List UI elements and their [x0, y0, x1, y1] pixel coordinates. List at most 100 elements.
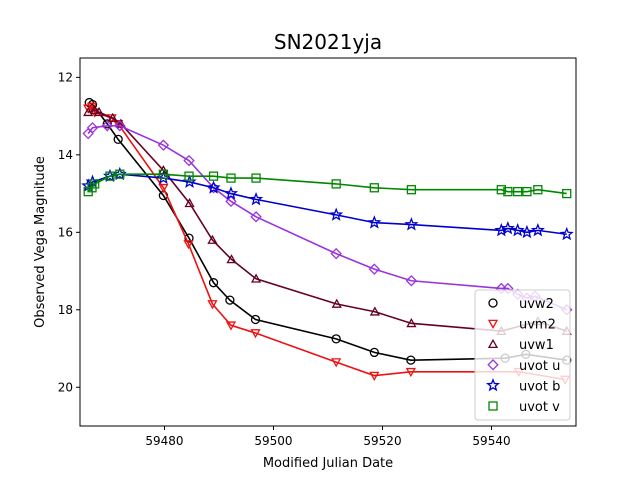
data-point-uvw2	[250, 314, 261, 325]
x-axis-label: Modified Julian Date	[263, 456, 393, 471]
data-point-uvw1	[207, 234, 218, 244]
data-point-uvot-v	[522, 186, 532, 197]
data-point-uvw1	[226, 254, 237, 264]
data-point-uvot-b	[530, 222, 545, 237]
data-point-uvot-u	[86, 122, 99, 134]
series-line-uvot-u	[87, 124, 568, 311]
legend-label-uvot-b: uvot b	[519, 379, 560, 394]
data-point-uvot-v	[503, 186, 513, 197]
data-point-uvm2	[250, 329, 261, 339]
data-point-uvw2	[331, 334, 341, 344]
data-point-uvot-v	[158, 169, 169, 179]
data-point-uvw2	[102, 119, 112, 129]
data-point-uvw2	[208, 278, 219, 288]
data-point-uvot-v	[184, 171, 194, 181]
data-point-uvot-v	[496, 185, 506, 195]
data-point-uvm2	[405, 367, 416, 378]
data-point-uvot-v	[369, 183, 379, 193]
data-point-uvw2	[113, 134, 123, 144]
data-point-uvot-v	[105, 171, 115, 181]
x-tick-label: 59480	[145, 434, 183, 448]
chart-title: SN2021yja	[274, 30, 382, 54]
data-point-uvw1	[250, 273, 262, 283]
legend-marker-uvot-u	[487, 359, 499, 371]
data-point-uvw1	[93, 106, 105, 117]
y-tick-label: 20	[58, 380, 73, 394]
series-uvw1	[83, 104, 572, 335]
x-axis: 59480 59500 59520 59540	[145, 426, 511, 448]
plot-frame	[79, 57, 577, 427]
legend-label-uvm2: uvm2	[519, 318, 556, 333]
legend-item-uvot-b: uvot b	[485, 377, 560, 394]
data-point-uvot-v	[331, 179, 341, 189]
x-tick-label: 59540	[472, 434, 510, 448]
data-point-uvot-u	[101, 120, 113, 132]
data-point-uvw1	[107, 112, 118, 122]
series-line-uvm2	[87, 105, 566, 381]
data-point-uvot-v	[90, 179, 100, 189]
legend-marker-uvot-v	[488, 401, 498, 411]
data-point-uvm2	[225, 321, 237, 331]
data-point-uvot-u	[405, 275, 418, 287]
legend-box	[474, 289, 571, 421]
legend-label-uvot-u: uvot u	[519, 359, 560, 374]
data-point-uvot-u	[250, 211, 262, 223]
data-point-uvot-v	[562, 188, 572, 199]
data-point-uvot-u	[114, 120, 126, 132]
data-point-uvot-u	[368, 263, 381, 275]
data-point-uvot-b	[500, 221, 515, 235]
plot-area	[81, 97, 574, 385]
data-point-uvw1	[406, 318, 417, 328]
data-point-uvot-v	[513, 186, 523, 197]
legend-marker-uvw2	[488, 298, 498, 308]
x-tick-label: 59500	[254, 434, 292, 448]
data-point-uvw2	[406, 355, 416, 365]
data-point-uvot-u	[157, 139, 170, 151]
legend-item-uvm2: uvm2	[487, 318, 556, 333]
y-tick-label: 12	[58, 70, 73, 84]
data-point-uvot-b	[404, 217, 419, 231]
legend-marker-uvm2	[487, 319, 499, 329]
data-point-uvm2	[369, 371, 380, 381]
series-line-uvw1	[87, 109, 567, 332]
data-point-uvot-v	[406, 185, 417, 195]
legend: uvw2 uvm2 uvw1 uvot u uvot b uvot v	[474, 289, 571, 421]
data-point-uvw1	[89, 104, 100, 115]
data-point-uvot-b	[367, 215, 382, 229]
data-point-uvot-b	[329, 207, 344, 221]
data-point-uvw2	[225, 295, 235, 305]
series-line-uvot-v	[87, 173, 567, 195]
legend-item-uvw1: uvw1	[487, 338, 554, 353]
series-uvot-u	[82, 120, 573, 316]
data-point-uvot-b	[249, 191, 264, 206]
legend-label-uvw1: uvw1	[519, 338, 554, 353]
data-point-uvw2	[369, 347, 379, 358]
legend-label-uvw2: uvw2	[519, 297, 554, 312]
data-point-uvot-u	[330, 247, 342, 260]
series-line-uvw2	[88, 101, 567, 361]
data-point-uvw1	[184, 197, 195, 208]
legend-item-uvot-v: uvot v	[488, 400, 560, 415]
data-point-uvot-u	[183, 154, 195, 167]
data-point-uvot-b	[559, 226, 574, 241]
y-tick-label: 14	[58, 148, 73, 162]
data-point-uvot-u	[225, 195, 237, 208]
series-uvot-v	[83, 169, 572, 199]
data-point-uvot-v	[115, 169, 125, 179]
data-point-uvw1	[369, 306, 380, 316]
y-axis: 12 14 16 18 20	[58, 70, 80, 394]
data-point-uvot-b	[510, 222, 525, 237]
data-point-uvot-v	[533, 185, 543, 195]
data-point-uvot-b	[519, 224, 534, 239]
data-point-uvot-b	[223, 186, 239, 200]
y-tick-label: 18	[58, 303, 73, 317]
legend-item-uvw2: uvw2	[488, 297, 554, 312]
data-point-uvw1	[83, 106, 94, 117]
legend-marker-uvw1	[487, 338, 499, 349]
data-point-uvot-v	[226, 173, 236, 183]
data-point-uvm2	[207, 300, 218, 310]
data-point-uvot-v	[208, 171, 219, 181]
legend-item-uvot-u: uvot u	[487, 359, 560, 374]
y-tick-label: 16	[58, 225, 73, 239]
